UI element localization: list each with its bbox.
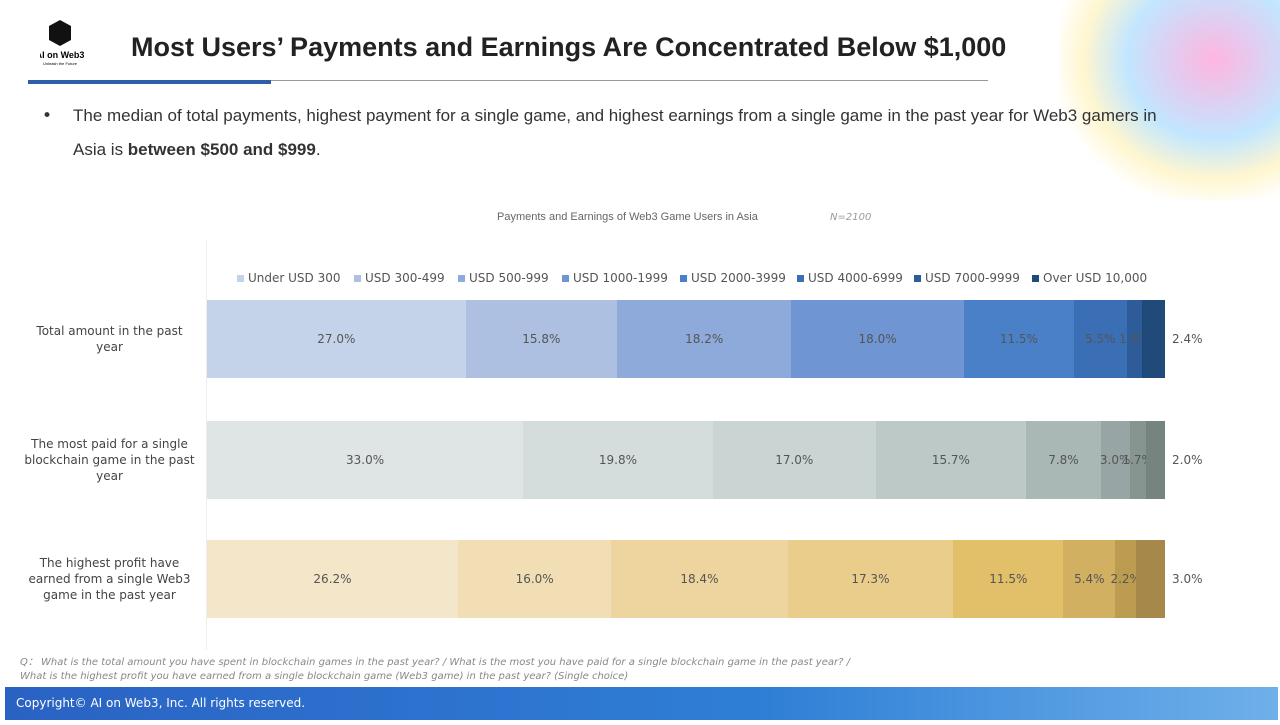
- legend-swatch: [1032, 274, 1039, 282]
- bar-segment: [1145, 421, 1165, 499]
- footnote-line: Q： What is the total amount you have spe…: [20, 657, 850, 668]
- legend-item: USD 7000-9999: [914, 271, 1020, 285]
- value-label: 16.0%: [515, 572, 554, 586]
- value-label: 3.0%: [1099, 453, 1131, 467]
- value-label: 11.5%: [999, 332, 1038, 346]
- chart-subtitle: N=2100: [830, 212, 872, 223]
- bar-segment: [1126, 300, 1142, 378]
- value-label: 3.0%: [1172, 572, 1203, 586]
- logo-icon: [49, 20, 71, 46]
- value-label: 27.0%: [317, 332, 356, 346]
- logo-tagline: Unleash the Future: [43, 61, 78, 66]
- legend-swatch: [237, 274, 244, 282]
- legend-swatch: [458, 274, 465, 282]
- value-label: 11.5%: [989, 572, 1028, 586]
- text: The median of total payments, highest pa…: [73, 106, 1157, 159]
- bar-segment: [611, 540, 788, 618]
- value-label: 15.8%: [522, 332, 561, 346]
- value-label: 19.8%: [598, 453, 638, 467]
- value-label: 2.2%: [1110, 572, 1141, 586]
- value-label: 18.2%: [685, 332, 724, 346]
- bar-segment: [953, 540, 1064, 618]
- bar-segment: [207, 540, 458, 618]
- bold-text: between $500 and $999: [127, 140, 316, 159]
- value-label: 17.3%: [851, 572, 890, 586]
- legend-item: Over USD 10,000: [1032, 271, 1147, 285]
- category-label: The most paid for a single blockchain ga…: [24, 437, 195, 483]
- copyright: Copyright© AI on Web3, Inc. All rights r…: [16, 696, 306, 710]
- value-label: 1.6%: [1119, 332, 1150, 346]
- bar-segment: [791, 300, 964, 378]
- bar-segment: [963, 300, 1074, 378]
- legend-item: USD 2000-3999: [680, 271, 786, 285]
- decoration: [1060, 0, 1280, 200]
- legend-swatch: [354, 274, 361, 282]
- bar-segment: [1129, 421, 1146, 499]
- footnote-line: What is the highest profit you have earn…: [20, 671, 629, 682]
- bar-segment: [457, 540, 612, 618]
- bar-segment: [1115, 540, 1137, 618]
- bar-segment: [207, 300, 466, 378]
- legend-label: USD 500-999: [469, 271, 549, 285]
- bar-segment: [712, 421, 876, 499]
- value-label: 17.0%: [775, 453, 814, 467]
- logo: AI on Web3 Unleash the Future: [40, 20, 84, 66]
- bar-segment: [1142, 300, 1165, 378]
- value-label: 18.0%: [858, 332, 897, 346]
- bullet-text: The median of total payments, highest pa…: [73, 99, 1193, 167]
- bar-segment: [207, 421, 524, 499]
- slide-title: Most Users’ Payments and Earnings Are Co…: [131, 32, 1007, 62]
- bar-segment: [1136, 540, 1165, 618]
- legend-label: USD 2000-3999: [691, 271, 786, 285]
- bar-segment: [523, 421, 713, 499]
- legend-label: Over USD 10,000: [1043, 271, 1148, 285]
- legend-item: USD 1000-1999: [562, 271, 668, 285]
- value-label: 2.4%: [1172, 332, 1203, 346]
- text: .: [315, 140, 321, 159]
- value-label: 15.7%: [931, 453, 970, 467]
- value-label: 18.4%: [680, 572, 719, 586]
- legend-item: USD 500-999: [458, 271, 549, 285]
- legend-label: USD 7000-9999: [925, 271, 1020, 285]
- value-label: 26.2%: [313, 572, 352, 586]
- value-label: 2.0%: [1172, 453, 1203, 467]
- bullet-marker: •: [42, 106, 53, 126]
- footnote: Q： What is the total amount you have spe…: [20, 656, 850, 684]
- value-label: 5.5%: [1085, 332, 1116, 346]
- footer-bar: [5, 687, 1278, 720]
- value-label: 33.0%: [346, 453, 385, 467]
- legend-item: USD 300-499: [354, 271, 445, 285]
- bar-segment: [1073, 300, 1127, 378]
- bar-segment: [617, 300, 792, 378]
- category-label: The highest profit have earned from a si…: [28, 556, 191, 602]
- bar-segment: [465, 300, 618, 378]
- legend-swatch: [680, 274, 687, 282]
- axis-line: [206, 240, 207, 650]
- category-label: Total amount in the past year: [36, 324, 183, 354]
- bar-segment: [1026, 421, 1101, 499]
- value-label: 5.4%: [1074, 572, 1105, 586]
- legend-swatch: [797, 274, 804, 282]
- value-label: 7.8%: [1048, 453, 1079, 467]
- logo-name: AI on Web3: [40, 50, 84, 60]
- chart-title: Payments and Earnings of Web3 Game Users…: [497, 211, 758, 223]
- legend-swatch: [914, 274, 921, 282]
- divider-accent: [28, 80, 271, 84]
- bar-segment: [1063, 540, 1116, 618]
- value-label: 1.7%: [1122, 453, 1153, 467]
- legend-label: USD 1000-1999: [573, 271, 668, 285]
- legend-label: USD 4000-6999: [808, 271, 903, 285]
- bar-segment: [1100, 421, 1130, 499]
- legend-swatch: [562, 274, 569, 282]
- divider: [28, 80, 988, 81]
- bar-segment: [787, 540, 954, 618]
- legend-label: Under USD 300: [248, 271, 341, 285]
- bar-segment: [875, 421, 1027, 499]
- legend-label: USD 300-499: [365, 271, 445, 285]
- legend-item: Under USD 300: [237, 271, 341, 285]
- legend-item: USD 4000-6999: [797, 271, 903, 285]
